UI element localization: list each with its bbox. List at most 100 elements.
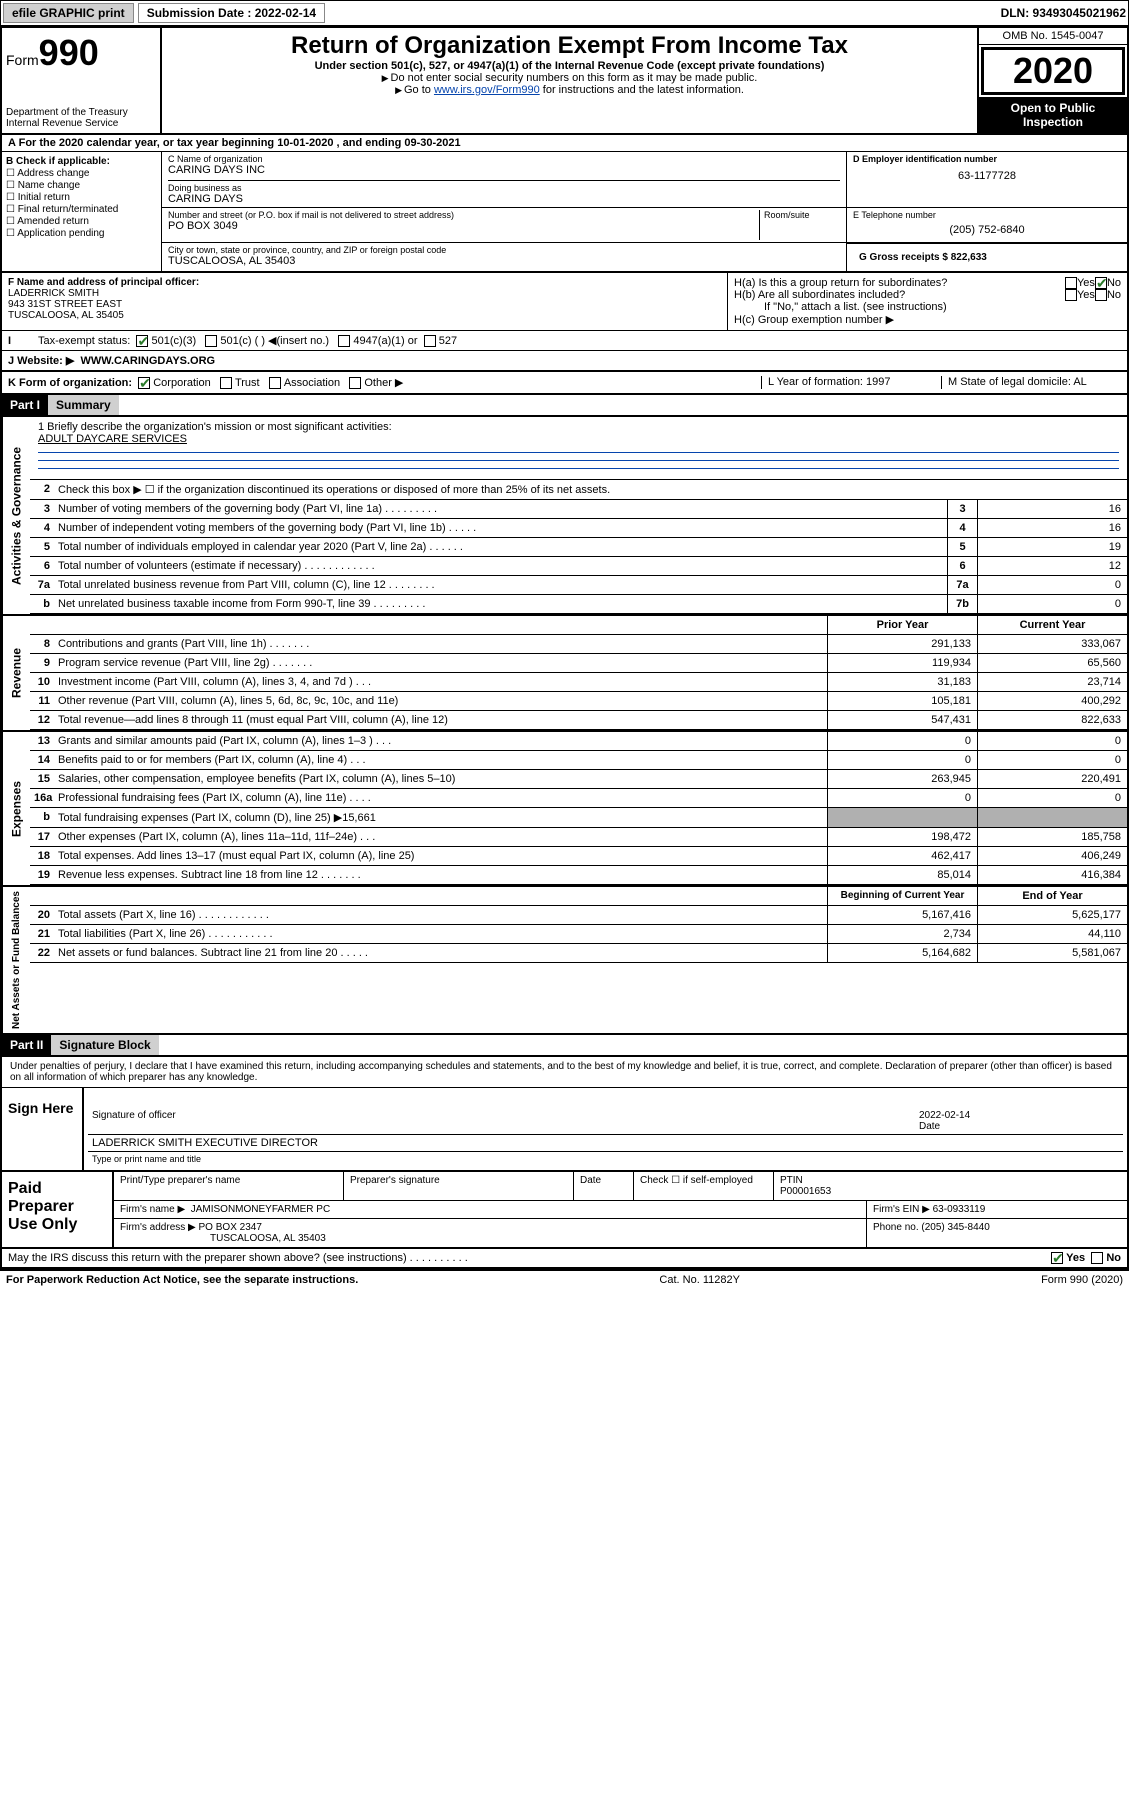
- sig-date-value: 2022-02-14: [919, 1110, 970, 1121]
- dba-label: Doing business as: [168, 183, 840, 193]
- summary-line: 17Other expenses (Part IX, column (A), l…: [30, 828, 1127, 847]
- col-b-header: B Check if applicable:: [6, 156, 157, 167]
- chk-501c3[interactable]: [136, 335, 148, 347]
- hdr-current: Current Year: [977, 616, 1127, 634]
- form990-link[interactable]: www.irs.gov/Form990: [434, 84, 540, 96]
- chk-other[interactable]: [349, 377, 361, 389]
- form-footer: Form 990 (2020): [1041, 1274, 1123, 1286]
- paperwork-notice: For Paperwork Reduction Act Notice, see …: [6, 1274, 358, 1286]
- chk-initial-return[interactable]: ☐ Initial return: [6, 192, 157, 203]
- paid-preparer-label: Paid Preparer Use Only: [2, 1172, 112, 1247]
- city-label: City or town, state or province, country…: [168, 245, 840, 255]
- chk-assoc[interactable]: [269, 377, 281, 389]
- chk-name-change[interactable]: ☐ Name change: [6, 180, 157, 191]
- row-a-text: For the 2020 calendar year, or tax year …: [19, 137, 461, 149]
- topbar: efile GRAPHIC print Submission Date : 20…: [0, 0, 1129, 26]
- discuss-label: May the IRS discuss this return with the…: [8, 1252, 468, 1264]
- firm-name: JAMISONMONEYFARMER PC: [191, 1204, 330, 1215]
- info-line1: Do not enter social security numbers on …: [391, 72, 758, 84]
- ptin-value: P00001653: [780, 1186, 831, 1197]
- paid-col2: Preparer's signature: [344, 1172, 574, 1200]
- info-line2-post: for instructions and the latest informat…: [540, 84, 744, 96]
- mission-label: 1 Briefly describe the organization's mi…: [38, 421, 1119, 433]
- website-value: WWW.CARINGDAYS.ORG: [80, 355, 215, 367]
- summary-line: 21Total liabilities (Part X, line 26) . …: [30, 925, 1127, 944]
- col-f: F Name and address of principal officer:…: [2, 273, 727, 330]
- org-name-label: C Name of organization: [168, 154, 840, 164]
- footer: For Paperwork Reduction Act Notice, see …: [0, 1271, 1129, 1289]
- summary-line: 4Number of independent voting members of…: [30, 519, 1127, 538]
- efile-print-button[interactable]: efile GRAPHIC print: [3, 3, 134, 23]
- ptin-label: PTIN: [780, 1175, 803, 1186]
- ein-value: 63-1177728: [853, 164, 1121, 188]
- summary-line: 6Total number of volunteers (estimate if…: [30, 557, 1127, 576]
- state-domicile: M State of legal domicile: AL: [941, 376, 1121, 389]
- summary-line: 22Net assets or fund balances. Subtract …: [30, 944, 1127, 963]
- form-number: 990: [39, 32, 99, 73]
- summary-line: 5Total number of individuals employed in…: [30, 538, 1127, 557]
- hb-yes[interactable]: [1065, 289, 1077, 301]
- form-990: Form990 Department of the Treasury Inter…: [0, 26, 1129, 1271]
- vtab-revenue: Revenue: [2, 616, 30, 730]
- part2-header: Part IISignature Block: [2, 1033, 1127, 1057]
- summary-line: 3Number of voting members of the governi…: [30, 500, 1127, 519]
- row-i: I Tax-exempt status: 501(c)(3) 501(c) ( …: [2, 331, 1127, 351]
- ha-yes[interactable]: [1065, 277, 1077, 289]
- open-public-badge: Open to Public Inspection: [979, 97, 1127, 133]
- summary-line: 10Investment income (Part VIII, column (…: [30, 673, 1127, 692]
- summary-line: 20Total assets (Part X, line 16) . . . .…: [30, 906, 1127, 925]
- phone-label: E Telephone number: [853, 210, 1121, 220]
- firm-phone: (205) 345-8440: [921, 1222, 989, 1233]
- firm-addr1: PO BOX 2347: [199, 1222, 262, 1233]
- ha-no[interactable]: [1095, 277, 1107, 289]
- summary-line: bTotal fundraising expenses (Part IX, co…: [30, 808, 1127, 828]
- discuss-yes[interactable]: [1051, 1252, 1063, 1264]
- hc-label: H(c) Group exemption number ▶: [734, 313, 1121, 326]
- summary-line: 15Salaries, other compensation, employee…: [30, 770, 1127, 789]
- chk-527[interactable]: [424, 335, 436, 347]
- header-left: Form990 Department of the Treasury Inter…: [2, 28, 162, 133]
- officer-addr2: TUSCALOOSA, AL 35405: [8, 310, 721, 321]
- officer-name: LADERRICK SMITH: [8, 288, 721, 299]
- tax-year: 2020: [981, 47, 1125, 95]
- firm-name-label: Firm's name ▶: [120, 1204, 185, 1215]
- summary-line: 2Check this box ▶ ☐ if the organization …: [30, 480, 1127, 500]
- chk-application-pending[interactable]: ☐ Application pending: [6, 228, 157, 239]
- part1-header: Part ISummary: [2, 395, 1127, 417]
- row-j: J Website: ▶ WWW.CARINGDAYS.ORG: [2, 351, 1127, 372]
- form-subtitle: Under section 501(c), 527, or 4947(a)(1)…: [166, 60, 973, 72]
- firm-ein: 63-0933119: [933, 1204, 986, 1215]
- discuss-no[interactable]: [1091, 1252, 1103, 1264]
- officer-label: F Name and address of principal officer:: [8, 277, 721, 288]
- chk-4947[interactable]: [338, 335, 350, 347]
- dept-label: Department of the Treasury Internal Reve…: [6, 107, 156, 129]
- hdr-beginning: Beginning of Current Year: [827, 887, 977, 905]
- row-k: K Form of organization: Corporation Trus…: [2, 372, 1127, 395]
- chk-501c[interactable]: [205, 335, 217, 347]
- vtab-governance: Activities & Governance: [2, 417, 30, 614]
- chk-trust[interactable]: [220, 377, 232, 389]
- sig-date-label: Date: [919, 1121, 940, 1132]
- summary-line: 7aTotal unrelated business revenue from …: [30, 576, 1127, 595]
- phone-value: (205) 752-6840: [853, 220, 1121, 240]
- chk-corp[interactable]: [138, 377, 150, 389]
- gross-receipts: G Gross receipts $ 822,633: [853, 246, 1121, 269]
- summary-line: 19Revenue less expenses. Subtract line 1…: [30, 866, 1127, 885]
- vtab-net-assets: Net Assets or Fund Balances: [2, 887, 30, 1033]
- sig-officer-label: Signature of officer: [92, 1110, 919, 1132]
- dln-label: DLN: 93493045021962: [1001, 6, 1126, 20]
- chk-address-change[interactable]: ☐ Address change: [6, 168, 157, 179]
- paid-col4: Check ☐ if self-employed: [634, 1172, 774, 1200]
- summary-line: 14Benefits paid to or for members (Part …: [30, 751, 1127, 770]
- org-name: CARING DAYS INC: [168, 164, 840, 176]
- year-formation: L Year of formation: 1997: [761, 376, 941, 389]
- sig-name-label: Type or print name and title: [88, 1151, 1123, 1166]
- omb-number: OMB No. 1545-0047: [979, 28, 1127, 45]
- chk-final-return[interactable]: ☐ Final return/terminated: [6, 204, 157, 215]
- addr-label: Number and street (or P.O. box if mail i…: [168, 210, 755, 220]
- sig-name-value: LADERRICK SMITH EXECUTIVE DIRECTOR: [88, 1135, 1123, 1151]
- header-right: OMB No. 1545-0047 2020 Open to Public In…: [977, 28, 1127, 133]
- mission-block: 1 Briefly describe the organization's mi…: [30, 417, 1127, 480]
- chk-amended-return[interactable]: ☐ Amended return: [6, 216, 157, 227]
- summary-line: 9Program service revenue (Part VIII, lin…: [30, 654, 1127, 673]
